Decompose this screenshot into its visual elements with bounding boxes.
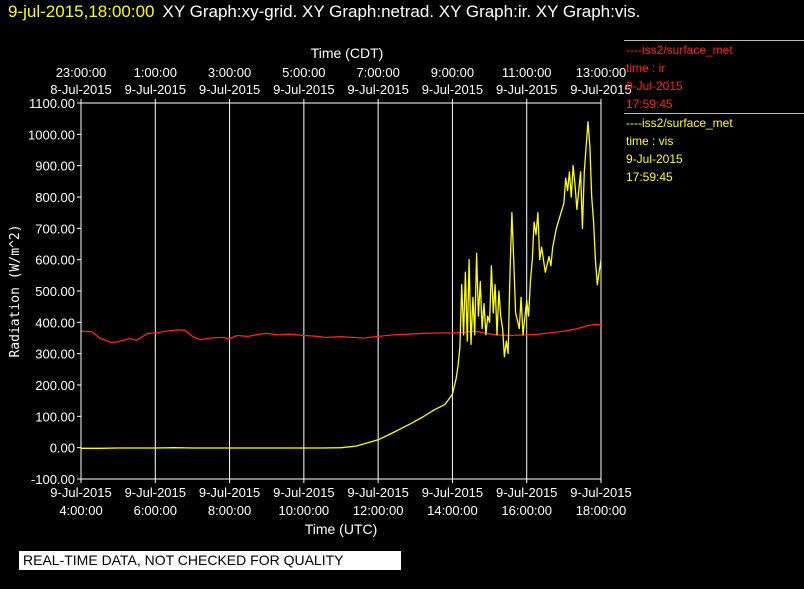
- legend: ----iss2/surface_met time : ir 9-Jul-2015 1…: [624, 40, 804, 186]
- legend-dash: ----: [626, 43, 642, 57]
- header-timestamp: 9-jul-2015,18:00:00: [8, 2, 155, 21]
- x-axis-label: Time (UTC): [305, 521, 378, 537]
- legend-time: 17:59:45: [626, 97, 673, 111]
- x-top-tick-label-date: 9-Jul-2015: [347, 82, 408, 97]
- y-tick-label: 800.00: [35, 190, 75, 205]
- y-tick-label: -100.00: [31, 472, 75, 487]
- x-top-tick-label-time: 9:00:00: [431, 65, 474, 80]
- x-tick-label-date: 9-Jul-2015: [273, 485, 334, 500]
- x-top-tick-label-time: 1:00:00: [134, 65, 177, 80]
- axis-labels: -100.00 0.00 100.00 200.00 300.00 400.00 500.0…: [8, 45, 632, 537]
- grid-lines: [154, 103, 602, 479]
- x-top-tick-label-time: 3:00:00: [208, 65, 251, 80]
- x-tick-label-time: 10:00:00: [279, 503, 330, 518]
- x-tick-label-date: 9-Jul-2015: [347, 485, 408, 500]
- y-axis-label: Radiation (W/m^2): [8, 224, 23, 357]
- x-tick-label-time: 6:00:00: [134, 503, 177, 518]
- x-top-tick-label-time: 11:00:00: [502, 65, 552, 80]
- legend-date: 9-Jul-2015: [626, 152, 683, 166]
- legend-variable: time : vis: [626, 134, 674, 148]
- quality-banner: REAL-TIME DATA, NOT CHECKED FOR QUALITY: [19, 551, 401, 570]
- x-top-tick-label-date: 9-Jul-2015: [273, 82, 334, 97]
- x-tick-label-date: 9-Jul-2015: [496, 485, 557, 500]
- x-tick-label-time: 4:00:00: [59, 503, 102, 518]
- y-tick-label: 200.00: [35, 378, 75, 393]
- y-tick-label: 300.00: [35, 347, 75, 362]
- y-tick-label: 500.00: [35, 284, 75, 299]
- x-top-axis-label: Time (CDT): [311, 45, 384, 61]
- legend-dash: ----: [626, 116, 642, 130]
- y-tick-label: 0.00: [50, 441, 75, 456]
- y-tick-label: 1100.00: [29, 96, 75, 111]
- x-top-tick-label-date: 8-Jul-2015: [50, 82, 111, 97]
- x-top-tick-label-time: 13:00:00: [576, 65, 627, 80]
- x-top-tick-label-time: 7:00:00: [356, 65, 399, 80]
- y-tick-label: 1000.00: [28, 127, 75, 142]
- header-title: 9-jul-2015,18:00:00 XY Graph:xy-grid. XY …: [8, 2, 640, 22]
- series-line-ir: [80, 323, 602, 344]
- series-lines: [80, 121, 602, 449]
- x-tick-label-time: 18:00:00: [576, 503, 627, 518]
- x-top-tick-label-date: 9-Jul-2015: [422, 82, 483, 97]
- x-top-tick-label-time: 5:00:00: [282, 65, 325, 80]
- x-top-tick-label-date: 9-Jul-2015: [496, 82, 557, 97]
- legend-time: 17:59:45: [626, 170, 673, 184]
- x-top-tick-label-date: 9-Jul-2015: [199, 82, 260, 97]
- x-tick-label-time: 14:00:00: [427, 503, 478, 518]
- legend-series-name: ----iss2/surface_met: [626, 114, 804, 132]
- y-tick-label: 900.00: [35, 159, 75, 174]
- header-graph-list: XY Graph:xy-grid. XY Graph:netrad. XY Gr…: [162, 2, 641, 21]
- y-tick-label: 100.00: [35, 409, 75, 424]
- legend-date: 9-Jul-2015: [626, 79, 683, 93]
- y-tick-label: 600.00: [35, 253, 75, 268]
- x-tick-label-date: 9-Jul-2015: [422, 485, 483, 500]
- series-line-vis: [81, 121, 602, 449]
- legend-variable: time : ir: [626, 61, 666, 75]
- legend-series-label: iss2/surface_met: [641, 116, 733, 130]
- x-tick-label-date: 9-Jul-2015: [199, 485, 260, 500]
- x-tick-label-time: 8:00:00: [208, 503, 251, 518]
- y-tick-label: 400.00: [35, 315, 75, 330]
- legend-series-name: ----iss2/surface_met: [626, 41, 804, 59]
- x-tick-label-date: 9-Jul-2015: [50, 485, 111, 500]
- x-tick-label-date: 9-Jul-2015: [570, 485, 631, 500]
- x-tick-label-time: 12:00:00: [353, 503, 404, 518]
- y-tick-label: 700.00: [35, 221, 75, 236]
- x-tick-label-time: 16:00:00: [501, 503, 552, 518]
- x-top-tick-label-time: 23:00:00: [56, 65, 107, 80]
- x-top-tick-label-date: 9-Jul-2015: [125, 82, 186, 97]
- axes: [77, 99, 602, 483]
- legend-series-label: iss2/surface_met: [641, 43, 733, 57]
- x-tick-label-date: 9-Jul-2015: [125, 485, 186, 500]
- x-top-tick-label-date: 9-Jul-2015: [570, 82, 631, 97]
